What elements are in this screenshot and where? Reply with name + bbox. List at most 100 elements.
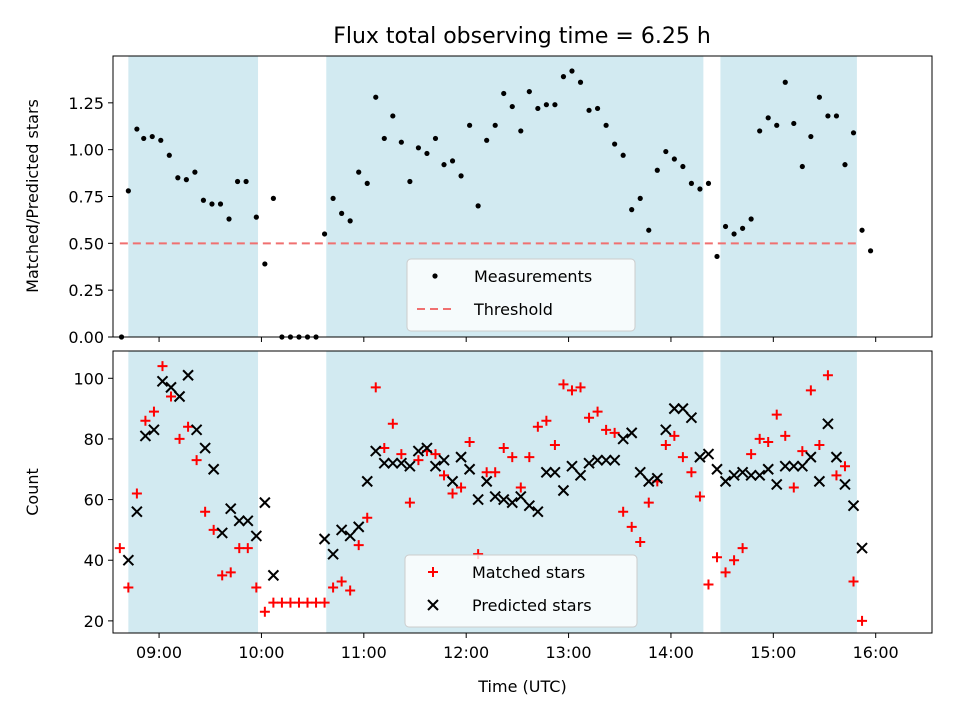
point-predicted-stars [182,369,194,381]
point-measurements [234,178,241,185]
point-predicted-stars [216,527,228,539]
point-matched-stars [276,597,287,608]
point-predicted-stars [242,515,254,527]
y-tick-label: 1.25 [68,94,104,113]
x-tick-label: 14:00 [648,643,694,662]
point-matched-stars [703,579,714,590]
point-matched-stars [507,452,518,463]
point-measurements [543,102,549,108]
point-predicted-stars [148,424,160,436]
point-matched-stars [225,567,236,578]
y-tick-label: 0.25 [68,281,104,300]
x-tick-label: 13:00 [546,643,592,662]
point-measurements [731,231,737,237]
point-matched-stars [481,467,492,478]
legend-marker [432,273,438,279]
point-measurements [526,88,532,95]
point-predicted-stars [779,460,791,472]
point-measurements [467,122,473,128]
legend-label: Matched stars [472,563,585,582]
point-measurements [226,216,232,222]
point-predicted-stars [728,469,740,482]
point-predicted-stars [352,521,365,533]
point-measurements [850,130,857,136]
point-predicted-stars [856,542,868,554]
point-measurements [209,201,215,207]
point-predicted-stars [719,475,732,488]
point-measurements [243,178,249,185]
point-matched-stars [336,576,347,587]
point-matched-stars [686,467,697,478]
point-matched-stars [456,482,467,493]
point-predicted-stars [429,460,442,472]
point-predicted-stars [361,475,373,488]
panel-bottom: 20 40 60 80 100 09:00 10:00 11:00 12:00 13:00 14:0… [23,350,933,696]
x-tick-label: 16:00 [853,643,899,662]
point-matched-stars [754,433,765,444]
point-matched-stars [439,470,450,481]
point-predicted-stars [532,506,544,518]
point-predicted-stars [199,442,211,454]
x-tick-label: 15:00 [750,643,796,662]
y-axis-label: Matched/Predicted stars [23,99,42,293]
point-matched-stars [242,543,253,554]
x-tick-label: 12:00 [443,643,489,662]
point-predicted-stars [225,502,237,515]
point-measurements [270,195,276,201]
point-predicted-stars [472,493,484,506]
point-measurements [577,79,584,85]
point-matched-stars [353,540,364,551]
point-measurements [509,103,515,110]
panel-top: 0.00 0.25 0.50 0.75 1.00 1.25 Matched/Predicte… [23,55,933,347]
point-measurements [816,94,822,100]
point-matched-stars [370,382,381,393]
point-measurements [166,152,172,158]
point-predicted-stars [190,424,203,436]
point-predicted-stars [327,548,339,560]
point-predicted-stars [583,457,595,469]
point-matched-stars [660,440,671,450]
point-measurements [398,139,404,145]
legend-label: Threshold [473,300,553,319]
point-matched-stars [720,567,731,578]
point-matched-stars [114,543,125,554]
y-tick-label: 80 [84,430,104,449]
point-predicted-stars [540,466,553,478]
point-measurements [364,180,370,186]
point-matched-stars [302,597,313,608]
point-matched-stars [814,440,825,450]
point-measurements [424,150,430,157]
point-measurements [200,197,207,203]
point-measurements [458,173,464,179]
point-matched-stars [387,418,398,429]
point-matched-stars [635,537,646,548]
point-measurements [603,122,609,128]
point-predicted-stars [131,506,143,518]
point-predicted-stars [822,418,834,430]
point-measurements [842,162,848,168]
point-matched-stars [319,597,330,608]
point-matched-stars [532,421,543,432]
point-measurements [141,135,147,142]
point-matched-stars [328,582,339,593]
point-matched-stars [805,385,816,396]
point-measurements [321,231,328,237]
point-measurements [705,180,712,186]
point-matched-stars [183,421,194,432]
point-predicted-stars [677,402,689,415]
point-predicted-stars [668,402,681,415]
point-predicted-stars [745,469,757,482]
point-predicted-stars [839,478,851,491]
point-measurements [654,167,660,173]
point-matched-stars [166,391,177,402]
point-predicted-stars [591,454,604,466]
point-measurements [192,169,198,175]
point-matched-stars [396,449,407,460]
x-tick-label: 09:00 [136,643,182,662]
point-matched-stars [566,385,577,396]
point-measurements [390,113,396,119]
point-measurements [612,141,618,147]
point-matched-stars [174,433,185,444]
point-matched-stars [643,497,654,508]
point-matched-stars [541,415,552,426]
